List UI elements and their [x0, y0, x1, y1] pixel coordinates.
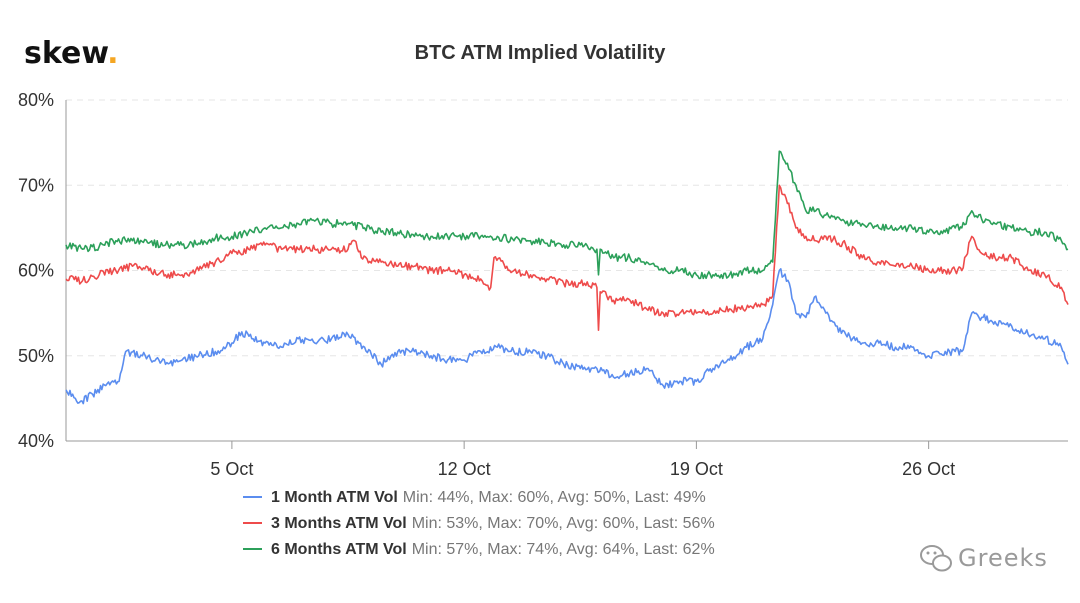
legend-label: 3 Months ATM Vol Min: 53%, Max: 70%, Avg:… — [271, 515, 715, 532]
y-tick-label: 40% — [18, 431, 54, 451]
x-tick-label: 19 Oct — [670, 459, 723, 479]
legend-series-name: 1 Month ATM Vol — [271, 489, 398, 506]
logo-wordmark: skew — [24, 36, 108, 71]
legend-series-name: 6 Months ATM Vol — [271, 541, 407, 558]
legend-series-stats: Min: 57%, Max: 74%, Avg: 64%, Last: 62% — [412, 541, 715, 558]
x-tick-label: 12 Oct — [438, 459, 491, 479]
legend-series-name: 3 Months ATM Vol — [271, 515, 407, 532]
wechat-icon — [920, 545, 952, 572]
legend-label: 1 Month ATM Vol Min: 44%, Max: 60%, Avg: … — [271, 489, 706, 506]
brand-logo: skew. — [24, 36, 119, 71]
legend: 1 Month ATM Vol Min: 44%, Max: 60%, Avg: … — [243, 489, 715, 558]
series-line-3m — [65, 184, 1069, 331]
chart-title: BTC ATM Implied Volatility — [415, 42, 667, 64]
y-tick-label: 80% — [18, 90, 54, 110]
axis-layer: 40% 50% 60% 70% 80% 5 Oct 12 Oct 19 Oct 26 Oct — [18, 90, 1068, 479]
legend-series-stats: Min: 53%, Max: 70%, Avg: 60%, Last: 56% — [412, 515, 715, 532]
legend-item-6m[interactable]: 6 Months ATM Vol Min: 57%, Max: 74%, Avg:… — [243, 541, 715, 558]
legend-label: 6 Months ATM Vol Min: 57%, Max: 74%, Avg:… — [271, 541, 715, 558]
y-tick-label: 50% — [18, 346, 54, 366]
watermark-text: Greeks — [958, 544, 1048, 572]
x-tick-label: 26 Oct — [902, 459, 955, 479]
legend-series-stats: Min: 44%, Max: 60%, Avg: 50%, Last: 49% — [403, 489, 706, 506]
legend-item-1m[interactable]: 1 Month ATM Vol Min: 44%, Max: 60%, Avg: … — [243, 489, 706, 506]
series-line-6m — [65, 150, 1069, 280]
y-tick-label: 60% — [18, 261, 54, 281]
legend-item-3m[interactable]: 3 Months ATM Vol Min: 53%, Max: 70%, Avg:… — [243, 515, 715, 532]
y-tick-label: 70% — [18, 175, 54, 195]
watermark: Greeks — [920, 544, 1048, 572]
series-line-1m — [65, 268, 1069, 405]
x-tick-label: 5 Oct — [210, 459, 253, 479]
grid-layer — [66, 99, 1068, 357]
series-layer — [65, 150, 1069, 405]
logo-dot: . — [107, 36, 118, 71]
